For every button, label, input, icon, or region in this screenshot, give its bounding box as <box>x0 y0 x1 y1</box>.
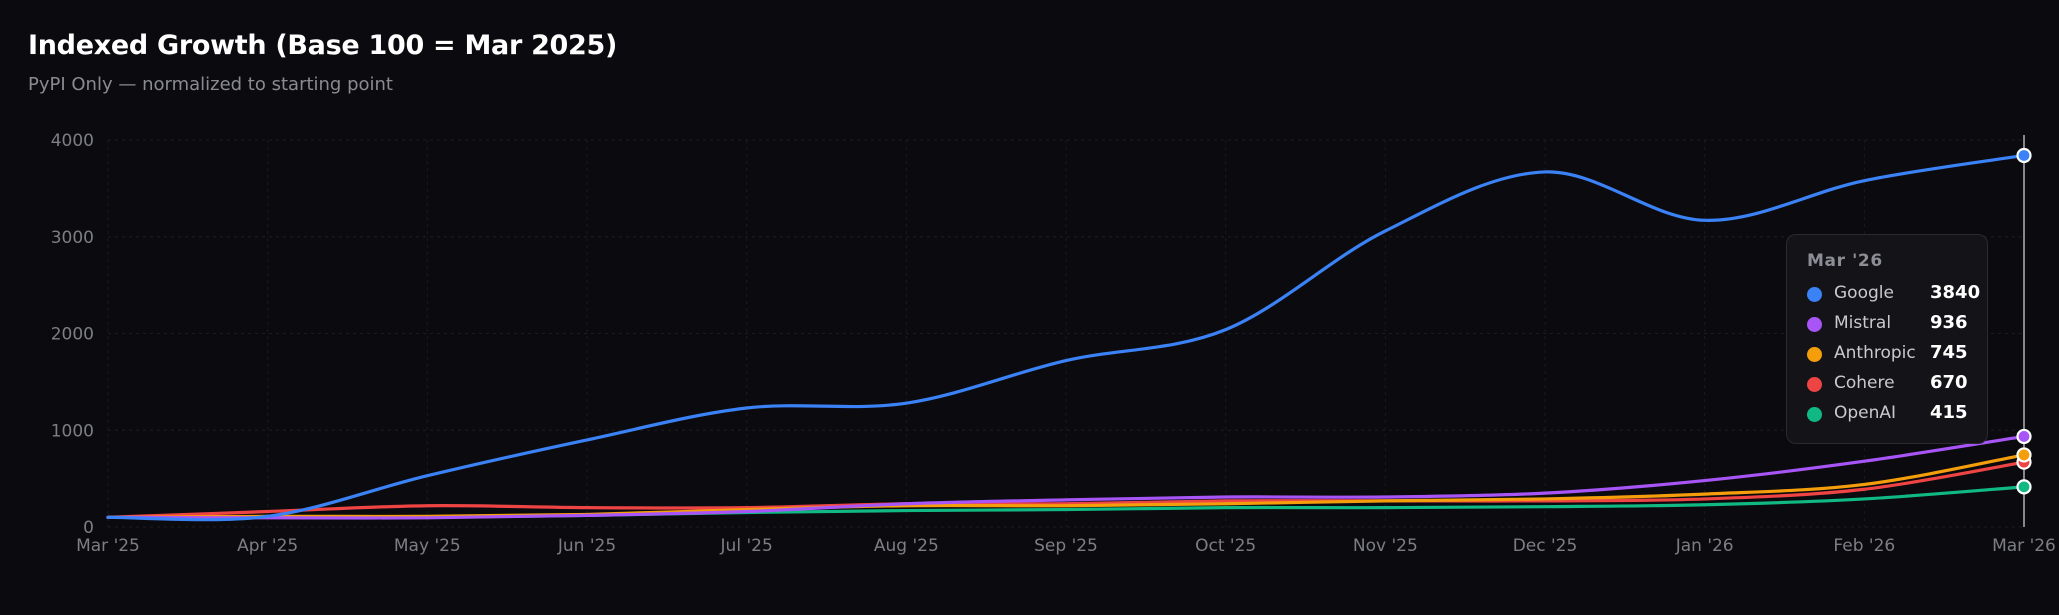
tooltip-label: Cohere <box>1834 373 1895 393</box>
cohere-line <box>106 460 2026 519</box>
google-hover-point <box>2016 147 2032 164</box>
cohere-legend-dot <box>1807 377 1822 392</box>
tooltip-value: 745 <box>1930 342 1968 363</box>
anthropic-hover-point <box>2016 447 2032 463</box>
x-tick-label: Jan '26 <box>1675 536 1734 556</box>
x-tick-label: Nov '25 <box>1353 536 1418 556</box>
anthropic-legend-dot <box>1807 347 1822 362</box>
tooltip-row-cohere: Cohere 670 <box>1807 372 1977 396</box>
tooltip-label: OpenAI <box>1834 403 1897 423</box>
x-tick-label: Sep '25 <box>1034 536 1098 556</box>
tooltip-label: Anthropic <box>1834 343 1916 363</box>
tooltip-row-anthropic: Anthropic 745 <box>1807 342 1977 366</box>
x-tick-label: Dec '25 <box>1513 536 1578 556</box>
tooltip-label: Google <box>1834 283 1894 303</box>
y-tick-label: 0 <box>83 518 94 538</box>
tooltip-label: Mistral <box>1834 313 1892 333</box>
tooltip-value: 415 <box>1930 402 1968 423</box>
tooltip-title: Mar '26 <box>1807 251 1883 271</box>
x-tick-label: Apr '25 <box>237 536 298 556</box>
mistral-hover-point <box>2016 428 2032 445</box>
x-tick-label: Oct '25 <box>1195 536 1256 556</box>
y-tick-label: 4000 <box>51 131 94 151</box>
tooltip-value: 670 <box>1930 372 1968 393</box>
openai-hover-point <box>2016 479 2032 495</box>
mistral-line <box>106 434 2026 520</box>
x-tick-label: Feb '26 <box>1833 536 1895 556</box>
openai-legend-dot <box>1807 407 1822 422</box>
tooltip-row-google: Google 3840 <box>1807 282 1981 306</box>
y-tick-label: 3000 <box>51 228 94 248</box>
tooltip-row-mistral: Mistral 936 <box>1807 312 1977 336</box>
chart-subtitle: PyPI Only — normalized to starting point <box>28 74 393 95</box>
chart-title: Indexed Growth (Base 100 = Mar 2025) <box>28 30 618 61</box>
x-tick-label: Jun '25 <box>557 536 616 556</box>
hover-tooltip: Mar '26 Google 3840 Mistral 936 Anthropi… <box>1786 234 1988 444</box>
x-tick-label: Mar '25 <box>76 536 140 556</box>
google-line <box>106 153 2026 522</box>
x-tick-label: May '25 <box>394 536 461 556</box>
y-tick-label: 1000 <box>51 421 94 441</box>
tooltip-row-openai: OpenAI 415 <box>1807 402 1977 426</box>
tooltip-value: 3840 <box>1930 282 1981 303</box>
y-tick-label: 2000 <box>51 325 94 345</box>
x-tick-label: Mar '26 <box>1992 536 2056 556</box>
x-tick-label: Aug '25 <box>874 536 939 556</box>
tooltip-value: 936 <box>1930 312 1968 333</box>
google-legend-dot <box>1807 287 1822 302</box>
x-tick-label: Jul '25 <box>720 536 773 556</box>
mistral-legend-dot <box>1807 317 1822 332</box>
